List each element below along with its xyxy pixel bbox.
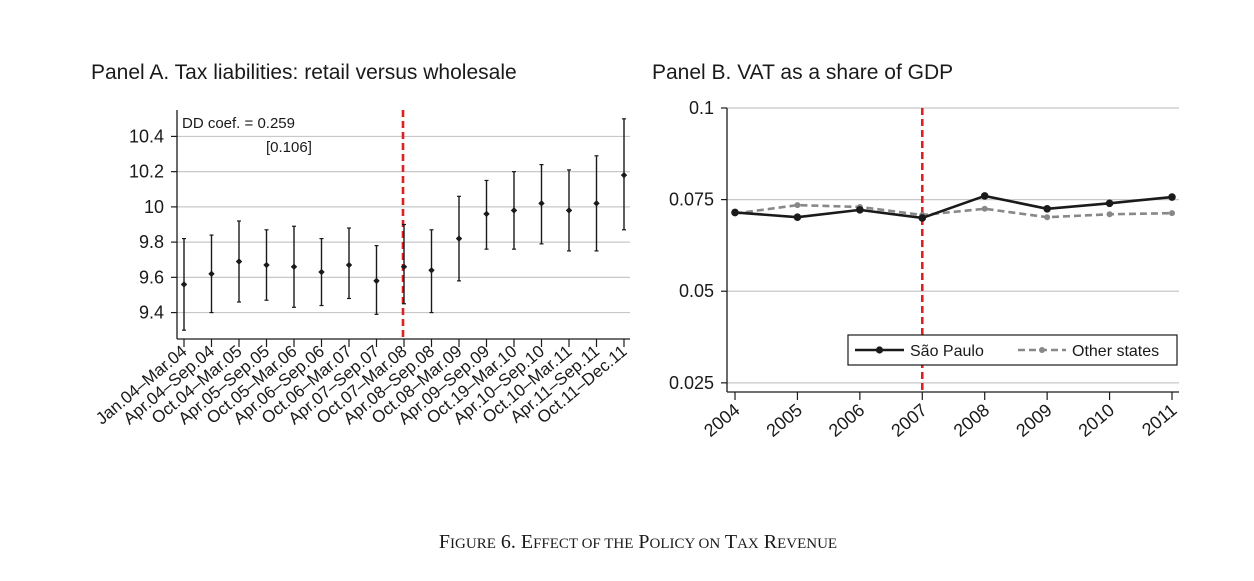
x-tick-label: 2011 <box>1138 400 1181 440</box>
point-estimate <box>345 261 353 269</box>
caption-text: FFECT <box>533 536 578 552</box>
y-tick-label: 9.6 <box>139 267 164 287</box>
legend-other-states-marker <box>1039 347 1045 353</box>
legend-other-states-label: Other states <box>1072 343 1159 360</box>
point-estimate <box>235 258 243 265</box>
caption-text: OF THE <box>578 536 634 552</box>
panel-b: Panel B. VAT as a share of GDP 0.025 0.05… <box>652 61 1181 441</box>
y-tick-label: 10 <box>144 197 164 217</box>
series-marker-sao-paulo <box>980 192 989 200</box>
caption-text: EVENUE <box>777 536 837 552</box>
y-tick-label: 0.1 <box>689 98 714 118</box>
panel-b-title: Panel B. VAT as a share of GDP <box>652 61 953 84</box>
x-tick-label: 2004 <box>700 400 744 441</box>
panel-b-series <box>731 192 1176 222</box>
series-marker-other-states <box>1044 214 1051 221</box>
caption-text: R <box>759 531 778 553</box>
panel-a-estimates <box>180 118 628 331</box>
series-marker-sao-paulo <box>856 206 864 214</box>
series-marker-sao-paulo <box>731 208 739 217</box>
series-marker-other-states <box>1169 210 1175 217</box>
panel-a-y-ticks: 9.4 9.6 9.8 10 10.2 10.4 <box>129 126 177 323</box>
y-tick-label: 0.025 <box>669 373 714 393</box>
panel-b-y-ticks: 0.025 0.05 0.075 0.1 <box>669 98 727 393</box>
series-marker-other-states <box>794 202 801 209</box>
y-tick-label: 0.05 <box>679 281 714 301</box>
panel-b-legend: São Paulo Other states <box>847 334 1178 366</box>
legend-sao-paulo-label: São Paulo <box>910 343 984 360</box>
dd-se-annotation: [0.106] <box>266 139 312 156</box>
caption-text: IGURE <box>450 536 496 552</box>
point-estimate <box>263 261 270 269</box>
legend-sao-paulo-marker <box>875 346 884 354</box>
point-estimate <box>483 210 490 218</box>
y-tick-label: 9.8 <box>139 232 164 252</box>
x-tick-label: 2010 <box>1075 400 1119 441</box>
point-estimate <box>318 268 325 276</box>
point-estimate <box>428 267 435 274</box>
dd-coef-annotation: DD coef. = 0.259 <box>182 115 295 132</box>
point-estimate <box>400 263 408 270</box>
x-tick-label: 2005 <box>762 400 806 441</box>
panel-b-x-ticks: 2004 2005 2006 2007 2008 2009 2010 2011 <box>700 392 1181 441</box>
caption-text: F <box>439 531 450 553</box>
panel-a-title: Panel A. Tax liabilities: retail versus … <box>91 61 517 84</box>
y-tick-label: 9.4 <box>139 303 164 323</box>
panel-b-gridlines <box>727 107 1179 384</box>
point-estimate <box>290 263 298 270</box>
panel-a: Panel A. Tax liabilities: retail versus … <box>91 61 631 428</box>
point-estimate <box>510 207 518 214</box>
caption-text: ON <box>695 536 721 552</box>
caption-text: AX <box>737 536 759 552</box>
point-estimate <box>180 281 188 288</box>
caption-text: P <box>633 531 649 553</box>
series-marker-sao-paulo <box>1168 193 1176 201</box>
series-marker-sao-paulo <box>1105 199 1114 208</box>
figure-caption: FIGURE 6. EFFECT OF THE POLICY ON TAX RE… <box>439 531 837 553</box>
panel-a-x-ticks: Jan.04–Mar.04Apr.04–Sep.04Oct.04–Mar.05A… <box>92 339 631 428</box>
y-tick-label: 10.2 <box>129 162 164 182</box>
x-tick-label: 2009 <box>1012 400 1056 441</box>
series-line-sao-paulo <box>734 194 1173 220</box>
x-tick-label: 2006 <box>825 400 869 441</box>
series-marker-sao-paulo <box>793 213 802 222</box>
series-marker-sao-paulo <box>918 214 927 222</box>
caption-text: 6. E <box>496 531 533 553</box>
panel-b-axes <box>726 108 1179 393</box>
series-marker-other-states <box>981 205 988 212</box>
y-tick-label: 10.4 <box>129 126 164 146</box>
point-estimate <box>593 200 600 207</box>
caption-text: OLICY <box>650 536 696 552</box>
series-marker-sao-paulo <box>1043 204 1051 213</box>
series-marker-other-states <box>1106 211 1113 218</box>
point-estimate <box>208 270 215 278</box>
point-estimate <box>565 207 573 214</box>
point-estimate <box>538 200 545 207</box>
point-estimate <box>373 277 380 285</box>
y-tick-label: 0.075 <box>669 190 714 210</box>
series-line-other-states <box>734 203 1173 219</box>
x-tick-label: 2008 <box>950 400 994 441</box>
caption-text: T <box>720 531 737 553</box>
point-estimate <box>620 171 628 179</box>
point-estimate <box>455 235 463 242</box>
x-tick-label: 2007 <box>887 400 931 441</box>
